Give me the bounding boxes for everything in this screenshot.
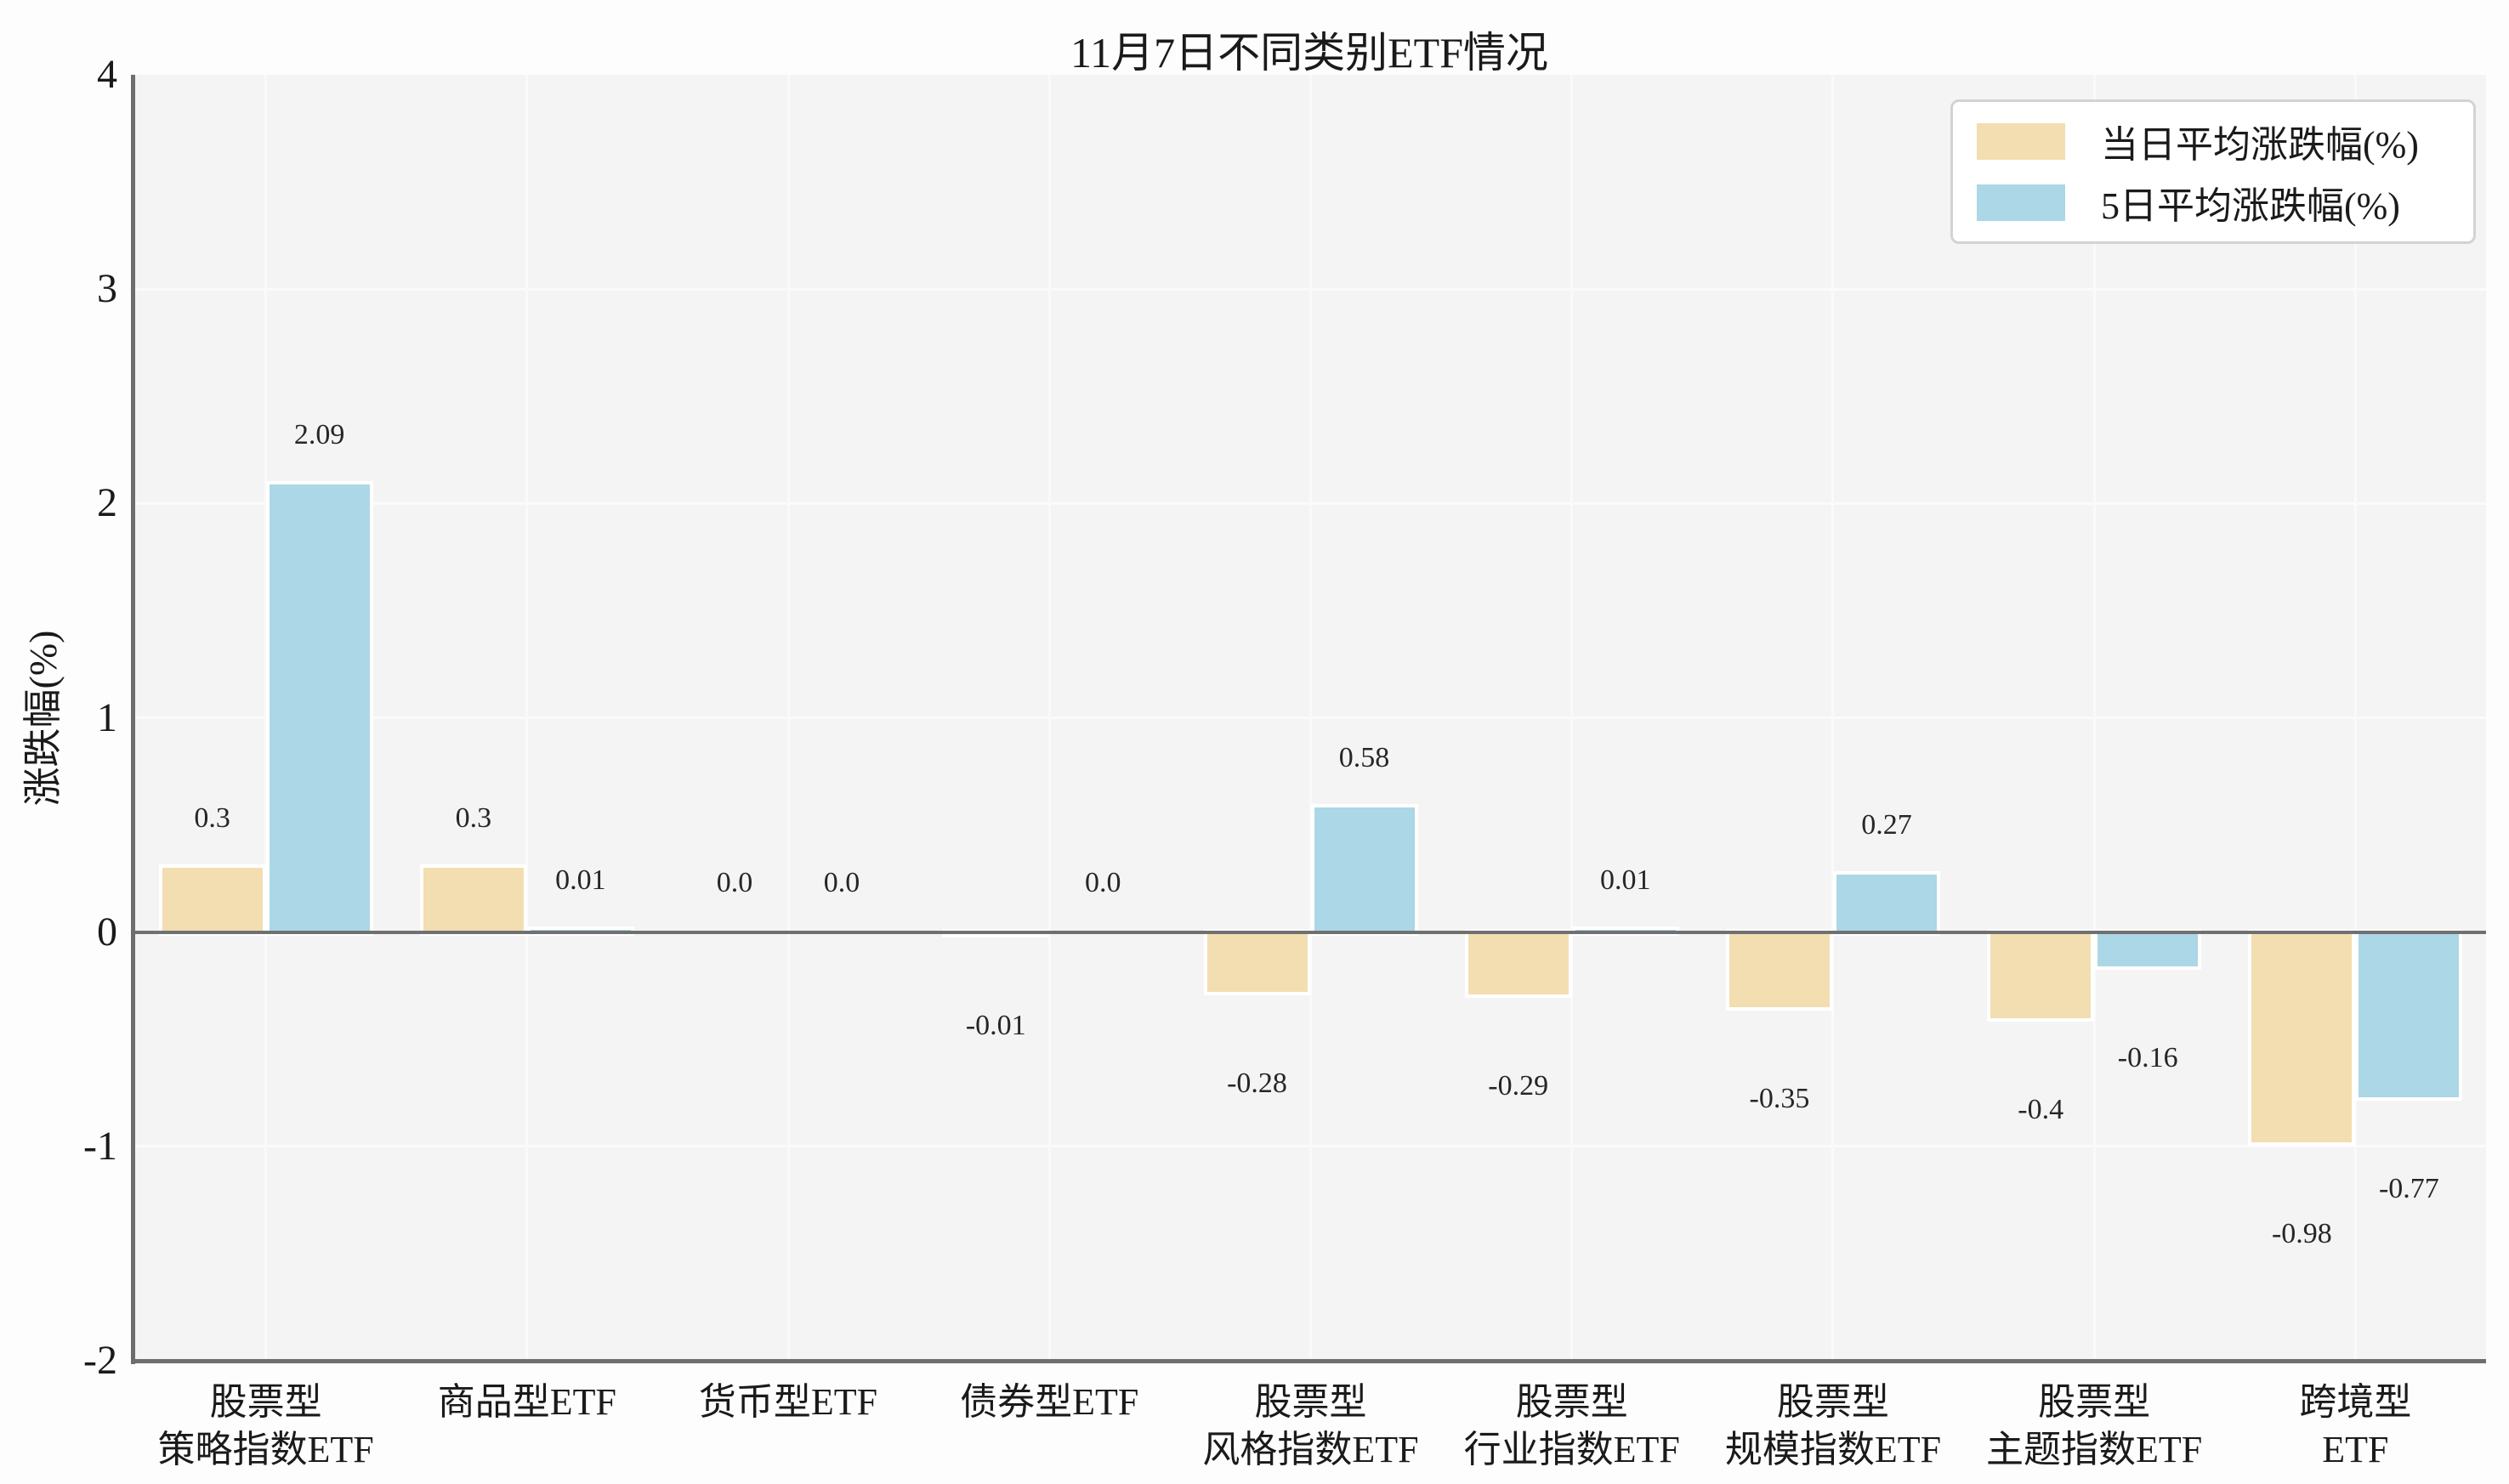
x-tick-label: 股票型 风格指数ETF	[1202, 1381, 1419, 1470]
v-gridline	[786, 75, 790, 1361]
bar-5day-avg	[2094, 928, 2202, 970]
x-axis-line	[131, 1359, 2486, 1363]
legend-swatch-5day-avg	[1977, 184, 2065, 221]
legend-item: 5日平均涨跌幅(%)	[1953, 175, 2473, 229]
bar-value-label: -0.01	[965, 1010, 1026, 1042]
bar-value-label: 0.0	[1085, 866, 1121, 898]
zero-line	[135, 930, 2486, 934]
v-gridline	[2092, 75, 2096, 1361]
bar-daily-avg	[2248, 928, 2356, 1146]
bar-value-label: 0.01	[1599, 864, 1651, 897]
v-gridline	[1831, 75, 1835, 1361]
x-tick-label: 商品型ETF	[437, 1381, 616, 1423]
v-gridline	[2353, 75, 2357, 1361]
bar-5day-avg	[1310, 804, 1418, 936]
bar-value-label: -0.29	[1488, 1069, 1549, 1102]
bar-value-label: -0.28	[1227, 1068, 1287, 1100]
bar-value-label: 2.09	[293, 418, 345, 450]
bar-value-label: 0.01	[555, 864, 606, 897]
y-tick-label: 0	[97, 909, 117, 954]
y-tick-label: 2	[97, 480, 117, 526]
plot-area	[135, 75, 2486, 1361]
legend: 当日平均涨跌幅(%) 5日平均涨跌幅(%)	[1950, 99, 2476, 244]
bar-value-label: -0.4	[2018, 1093, 2064, 1125]
bar-daily-avg	[158, 864, 266, 936]
x-tick-label: 跨境型ETF	[2299, 1381, 2412, 1470]
bar-value-label: 0.0	[716, 866, 753, 898]
y-axis-line	[131, 75, 135, 1364]
y-tick-label: 1	[97, 694, 117, 740]
x-tick-label: 货币型ETF	[698, 1381, 878, 1423]
x-tick-label: 股票型 主题指数ETF	[1986, 1381, 2203, 1470]
chart-title: 11月7日不同类别ETF情况	[1070, 29, 1549, 76]
v-gridline	[1309, 75, 1312, 1361]
bar-value-label: 0.0	[823, 866, 860, 898]
bar-value-label: -0.98	[2271, 1217, 2332, 1249]
v-gridline	[525, 75, 529, 1361]
bar-daily-avg	[1725, 928, 1833, 1011]
legend-label-daily-avg: 当日平均涨跌幅(%)	[2101, 124, 2419, 166]
bar-5day-avg	[265, 480, 373, 936]
bar-value-label: 0.3	[455, 802, 492, 835]
bar-daily-avg	[1464, 928, 1572, 998]
bar-value-label: 0.27	[1861, 808, 1912, 841]
x-tick-label: 债券型ETF	[960, 1381, 1139, 1423]
y-tick-label: 4	[97, 52, 117, 97]
bar-value-label: 0.58	[1338, 742, 1390, 774]
legend-swatch-daily-avg	[1977, 122, 2065, 160]
v-gridline	[1570, 75, 1574, 1361]
legend-label-5day-avg: 5日平均涨跌幅(%)	[2101, 185, 2400, 227]
bar-5day-avg	[1832, 870, 1940, 936]
bar-daily-avg	[419, 864, 527, 936]
bar-daily-avg	[1203, 928, 1311, 996]
legend-item: 当日平均涨跌幅(%)	[1953, 114, 2473, 168]
bar-value-label: -0.77	[2378, 1172, 2439, 1204]
y-tick-label: 3	[97, 266, 117, 312]
v-gridline	[1047, 75, 1051, 1361]
bar-daily-avg	[1987, 928, 2095, 1022]
bar-5day-avg	[2355, 928, 2463, 1101]
y-tick-label: -2	[83, 1338, 117, 1383]
bar-value-label: 0.3	[194, 802, 230, 835]
bar-value-label: -0.16	[2117, 1042, 2178, 1073]
x-tick-label: 股票型 规模指数ETF	[1724, 1381, 1942, 1470]
x-tick-label: 股票型 策略指数ETF	[157, 1381, 374, 1470]
bar-value-label: -0.35	[1749, 1082, 1810, 1114]
y-tick-label: -1	[83, 1123, 117, 1169]
x-tick-label: 股票型 行业指数ETF	[1463, 1381, 1680, 1470]
